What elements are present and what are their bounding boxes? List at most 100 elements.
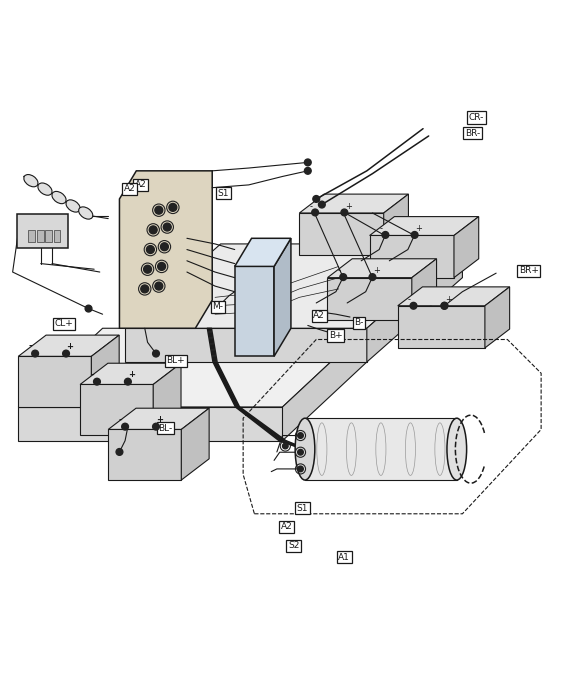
Circle shape — [124, 378, 131, 385]
Circle shape — [341, 209, 347, 216]
Text: +: + — [345, 202, 352, 210]
Text: +: + — [128, 371, 136, 380]
Text: CR-: CR- — [469, 113, 484, 122]
Text: BR-: BR- — [465, 128, 480, 138]
Text: B-: B- — [354, 318, 364, 327]
Text: +: + — [415, 224, 422, 234]
Circle shape — [153, 350, 159, 357]
Polygon shape — [305, 418, 457, 480]
Polygon shape — [370, 236, 454, 278]
Text: BL+: BL+ — [166, 356, 185, 365]
Polygon shape — [485, 287, 510, 348]
Circle shape — [319, 201, 325, 208]
Polygon shape — [454, 217, 479, 278]
Text: S2: S2 — [288, 541, 299, 551]
Polygon shape — [80, 384, 153, 435]
Ellipse shape — [295, 418, 315, 480]
Circle shape — [63, 350, 69, 357]
Ellipse shape — [66, 200, 80, 212]
Circle shape — [149, 226, 157, 234]
Polygon shape — [282, 328, 367, 441]
Text: +: + — [157, 416, 163, 424]
Text: -: - — [119, 416, 123, 424]
Polygon shape — [18, 407, 282, 441]
Text: A1: A1 — [338, 553, 350, 562]
Text: -: - — [29, 342, 32, 351]
Polygon shape — [234, 238, 291, 266]
Text: S1: S1 — [297, 504, 308, 513]
Polygon shape — [119, 171, 212, 328]
Ellipse shape — [24, 175, 38, 187]
Polygon shape — [153, 363, 181, 435]
Text: -: - — [29, 227, 33, 236]
Ellipse shape — [38, 183, 52, 196]
Circle shape — [441, 302, 448, 309]
Circle shape — [144, 265, 151, 273]
Polygon shape — [92, 335, 119, 407]
Circle shape — [32, 350, 38, 357]
Circle shape — [121, 423, 128, 430]
Polygon shape — [125, 244, 462, 328]
Circle shape — [169, 204, 177, 211]
Polygon shape — [80, 363, 181, 384]
FancyBboxPatch shape — [37, 230, 44, 242]
Polygon shape — [370, 217, 479, 236]
FancyBboxPatch shape — [28, 230, 35, 242]
Circle shape — [312, 209, 319, 216]
Text: BR+: BR+ — [519, 266, 538, 276]
Polygon shape — [328, 278, 412, 320]
Polygon shape — [18, 335, 119, 356]
Polygon shape — [299, 194, 408, 213]
Text: +: + — [67, 342, 73, 351]
Text: -: - — [337, 266, 340, 276]
Text: A2: A2 — [124, 184, 136, 194]
Polygon shape — [234, 266, 274, 356]
Circle shape — [298, 449, 303, 455]
FancyBboxPatch shape — [54, 230, 60, 242]
Text: -: - — [309, 202, 312, 210]
Circle shape — [382, 232, 389, 238]
Circle shape — [298, 433, 303, 439]
Text: A2: A2 — [135, 181, 147, 189]
Text: S1: S1 — [218, 189, 229, 198]
Circle shape — [340, 274, 346, 280]
Polygon shape — [328, 259, 437, 278]
Text: BL-: BL- — [158, 424, 173, 433]
Ellipse shape — [79, 207, 93, 219]
Circle shape — [146, 246, 154, 253]
Circle shape — [155, 206, 163, 214]
Circle shape — [441, 302, 448, 309]
Circle shape — [141, 285, 149, 293]
Polygon shape — [384, 194, 408, 255]
FancyBboxPatch shape — [16, 214, 68, 249]
Ellipse shape — [52, 191, 66, 204]
Polygon shape — [181, 408, 209, 480]
Polygon shape — [367, 244, 462, 362]
Text: CL+: CL+ — [55, 319, 74, 328]
Polygon shape — [398, 306, 485, 348]
Text: +: + — [445, 295, 452, 304]
Polygon shape — [108, 408, 209, 429]
Circle shape — [313, 196, 320, 202]
Polygon shape — [18, 328, 367, 407]
Circle shape — [85, 305, 92, 312]
Circle shape — [155, 282, 163, 290]
Circle shape — [153, 423, 159, 430]
Circle shape — [411, 232, 418, 238]
Circle shape — [94, 378, 101, 385]
Text: +: + — [373, 266, 380, 276]
Text: A2: A2 — [313, 312, 325, 320]
Polygon shape — [274, 238, 291, 356]
Polygon shape — [299, 213, 384, 255]
Ellipse shape — [447, 418, 467, 480]
Circle shape — [305, 168, 311, 175]
Circle shape — [369, 274, 376, 280]
Polygon shape — [125, 328, 367, 362]
FancyBboxPatch shape — [45, 230, 52, 242]
Circle shape — [305, 159, 311, 166]
Circle shape — [282, 443, 288, 449]
Circle shape — [298, 466, 303, 472]
Text: -: - — [379, 224, 383, 234]
Circle shape — [160, 243, 168, 251]
Circle shape — [116, 449, 123, 456]
